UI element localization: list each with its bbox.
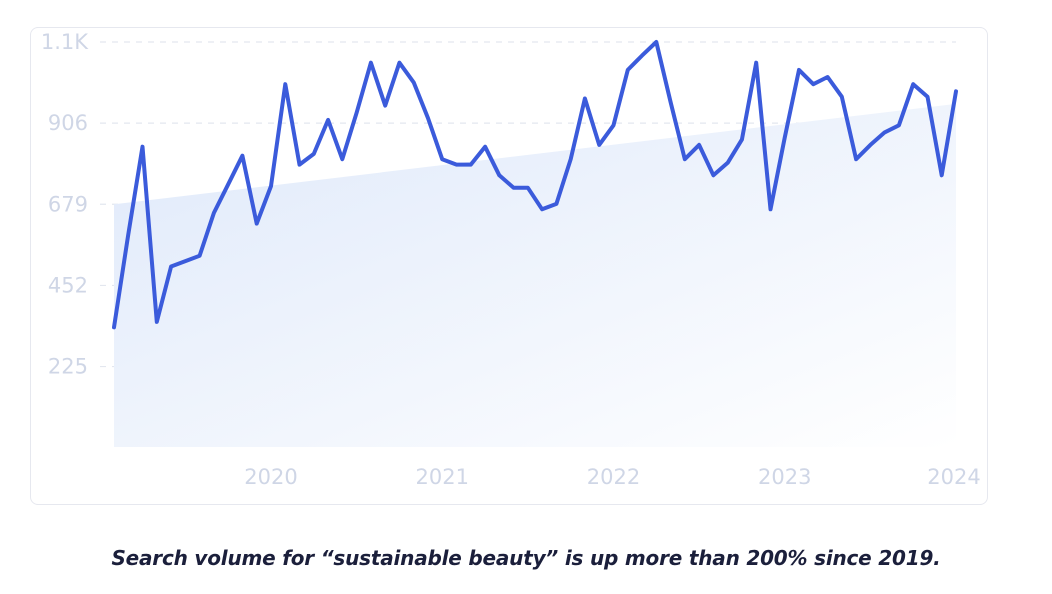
y-tick-label: 1.1K bbox=[41, 30, 89, 54]
trend-area bbox=[114, 103, 956, 448]
x-tick-label: 2022 bbox=[587, 465, 640, 489]
x-tick-label: 2020 bbox=[244, 465, 297, 489]
chart-caption: Search volume for “sustainable beauty” i… bbox=[111, 546, 941, 570]
x-axis-ticks: 2020 2021 2022 2023 2024 bbox=[244, 465, 980, 489]
y-tick-label: 906 bbox=[48, 111, 88, 135]
series-line bbox=[112, 40, 958, 330]
y-tick-label: 452 bbox=[48, 273, 88, 297]
x-tick-label: 2024 bbox=[927, 465, 980, 489]
x-tick-label: 2023 bbox=[758, 465, 811, 489]
y-axis-ticks: 225 452 679 906 1.1K bbox=[41, 30, 89, 379]
y-tick-label: 225 bbox=[48, 355, 88, 379]
x-tick-label: 2021 bbox=[416, 465, 469, 489]
y-tick-label: 679 bbox=[48, 192, 88, 216]
trend-area-fill bbox=[114, 103, 956, 448]
line-chart: 225 452 679 906 1.1K 2020 2021 2022 2023 2024 bbox=[41, 30, 981, 489]
series-line-layer bbox=[112, 40, 958, 330]
